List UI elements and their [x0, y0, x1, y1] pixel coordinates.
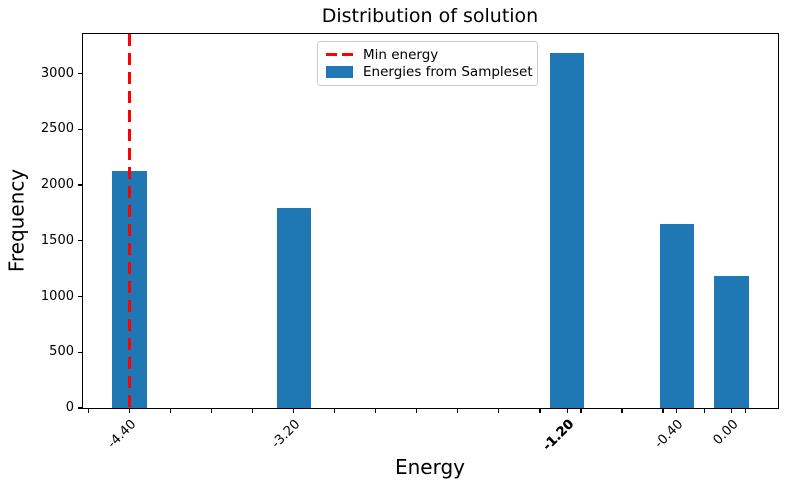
bar: [714, 276, 749, 408]
chart-title: Distribution of solution: [321, 5, 539, 27]
legend: Min energy Energies from Sampleset: [317, 41, 538, 86]
bar: [659, 224, 694, 408]
y-tick-label: 2500: [40, 121, 74, 137]
x-minor-tick: [744, 409, 746, 413]
plot-area: 0 500 1000 1500 2000 2500 3000 -4.40 -3.20 -1.20 -…: [41, 33, 779, 454]
bar: [550, 52, 585, 408]
y-tick-label: 3000: [40, 65, 74, 81]
x-axis-label: Energy: [394, 455, 466, 479]
x-tick: [128, 409, 131, 413]
y-tick-label: 1000: [40, 288, 74, 304]
y-tick: [78, 184, 82, 186]
x-minor-tick: [703, 409, 705, 413]
y-tick-label: 2000: [40, 176, 74, 192]
bar-patch-sample-icon: [326, 66, 353, 79]
y-tick: [78, 240, 82, 242]
x-minor-tick: [375, 409, 377, 413]
y-tick-label: 0: [65, 399, 74, 415]
y-tick-label: 500: [49, 344, 74, 360]
x-minor-tick: [334, 409, 336, 413]
x-tick: [566, 409, 568, 413]
x-minor-tick: [539, 409, 541, 413]
legend-item-energies: Energies from Sampleset: [326, 64, 533, 82]
x-tick-label: -3.20: [268, 417, 304, 452]
x-minor-tick: [87, 409, 90, 413]
x-tick-label: 0.00: [710, 417, 742, 449]
x-minor-tick: [662, 409, 664, 413]
x-minor-tick: [169, 409, 172, 413]
x-minor-tick: [211, 409, 213, 413]
x-tick: [730, 409, 733, 413]
x-minor-tick: [252, 409, 254, 413]
bar: [276, 207, 311, 408]
legend-item-min-energy: Min energy: [326, 46, 529, 64]
y-tick: [78, 295, 82, 298]
x-tick-label: -1.20: [539, 417, 577, 455]
x-tick-label: -0.40: [651, 417, 687, 452]
x-minor-tick: [457, 409, 459, 413]
x-tick: [293, 409, 295, 413]
x-minor-tick: [416, 409, 418, 413]
legend-label: Min energy: [363, 46, 439, 63]
dashed-line-sample-icon: [326, 53, 353, 57]
min-energy-line: [128, 34, 132, 408]
y-axis-label: Frequency: [4, 168, 29, 273]
y-tick: [78, 407, 82, 409]
x-minor-tick: [580, 409, 582, 413]
y-tick: [78, 128, 82, 130]
x-tick: [676, 409, 678, 413]
x-minor-tick: [498, 409, 500, 413]
x-tick-label: -4.40: [104, 417, 140, 452]
y-tick: [78, 72, 82, 75]
x-minor-tick: [621, 409, 623, 413]
y-tick-label: 1500: [40, 232, 74, 248]
legend-label: Energies from Sampleset: [363, 64, 533, 81]
y-tick: [78, 351, 82, 353]
